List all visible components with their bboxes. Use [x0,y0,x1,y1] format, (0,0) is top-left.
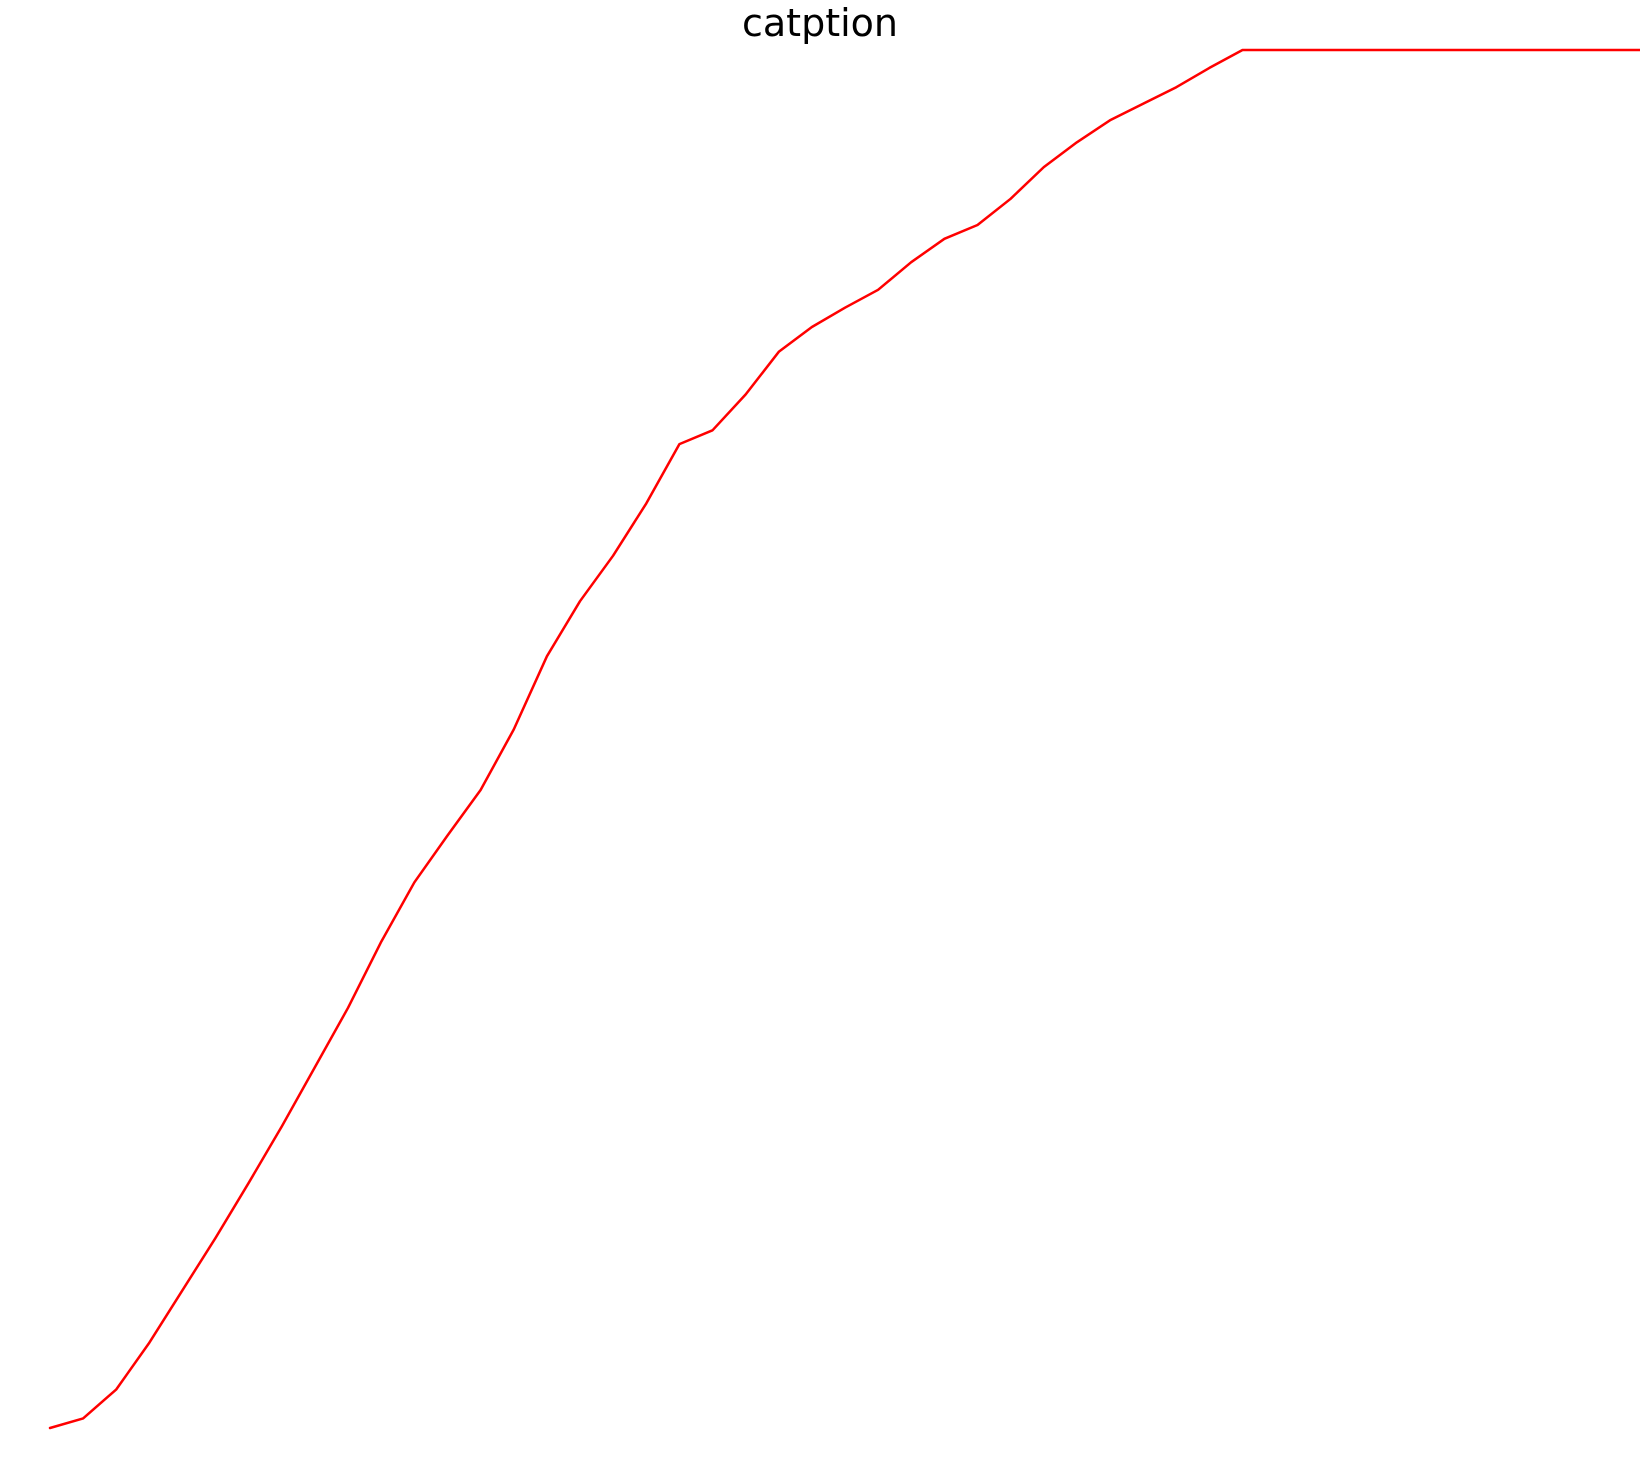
chart-title: catption [742,1,898,45]
series-line-0 [48,48,1640,1430]
plot-area [48,48,1640,1430]
